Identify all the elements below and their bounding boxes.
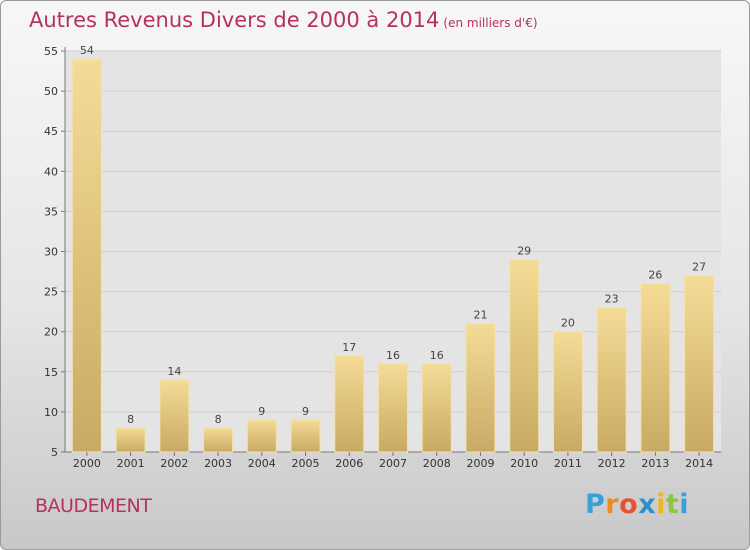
bar: [115, 427, 146, 453]
bar: [640, 283, 671, 453]
y-tick-label: 45: [44, 125, 58, 138]
data-label: 20: [561, 317, 575, 330]
data-label: 8: [215, 413, 222, 426]
y-tick-label: 25: [44, 286, 58, 299]
x-tick-label: 2001: [117, 457, 145, 470]
data-label: 16: [386, 349, 400, 362]
x-tick-label: 2005: [292, 457, 320, 470]
data-label: 8: [127, 413, 134, 426]
data-label: 17: [342, 341, 356, 354]
data-label: 14: [167, 365, 181, 378]
bar: [71, 58, 102, 453]
bar: [203, 427, 234, 453]
bar: [159, 379, 190, 453]
data-label: 26: [648, 269, 662, 282]
data-label: 54: [80, 44, 94, 57]
bar: [334, 355, 365, 453]
data-label: 9: [258, 405, 265, 418]
bar: [552, 331, 583, 453]
bar: [378, 363, 408, 453]
y-tick-label: 55: [44, 45, 58, 58]
bar: [246, 419, 277, 453]
bar: [421, 363, 452, 453]
y-tick-label: 50: [44, 85, 58, 98]
bar: [509, 259, 540, 453]
chart-title-main: Autres Revenus Divers de 2000 à 2014: [29, 8, 440, 32]
y-tick-label: 30: [44, 246, 58, 259]
x-tick-label: 2008: [423, 457, 451, 470]
x-tick-label: 2009: [466, 457, 494, 470]
y-tick-label: 20: [44, 326, 58, 339]
x-tick-label: 2002: [160, 457, 188, 470]
x-tick-label: 2010: [510, 457, 538, 470]
x-tick-label: 2004: [248, 457, 276, 470]
data-label: 16: [430, 349, 444, 362]
data-label: 27: [692, 261, 706, 274]
commune-name: BAUDEMENT: [35, 495, 152, 517]
y-tick-label: 10: [44, 406, 58, 419]
x-tick-label: 2006: [335, 457, 363, 470]
x-tick-label: 2003: [204, 457, 232, 470]
x-tick-label: 2012: [598, 457, 626, 470]
chart-title: Autres Revenus Divers de 2000 à 2014 (en …: [29, 8, 538, 32]
bar: [290, 419, 321, 453]
bar: [465, 323, 496, 453]
proxiti-logo: Proxiti: [585, 489, 690, 520]
y-tick-label: 5: [51, 446, 58, 459]
x-tick-label: 2007: [379, 457, 407, 470]
y-tick-label: 40: [44, 165, 58, 178]
data-label: 21: [473, 309, 487, 322]
bar: [684, 275, 715, 453]
y-tick-label: 35: [44, 205, 58, 218]
x-tick-label: 2014: [685, 457, 713, 470]
x-tick-label: 2011: [554, 457, 582, 470]
data-label: 29: [517, 245, 531, 258]
chart-title-unit: (en milliers d'€): [443, 16, 538, 30]
x-tick-label: 2000: [73, 457, 101, 470]
data-label: 23: [605, 293, 619, 306]
x-tick-label: 2013: [641, 457, 669, 470]
y-tick-label: 15: [44, 366, 58, 379]
bar: [596, 307, 627, 453]
data-label: 9: [302, 405, 309, 418]
